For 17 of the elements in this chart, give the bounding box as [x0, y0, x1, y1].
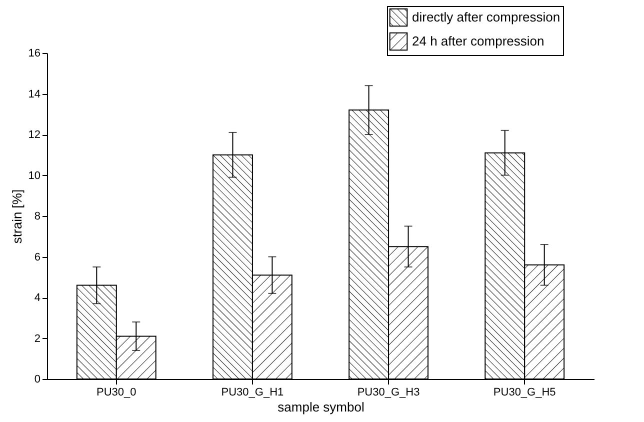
- x-tick-label: PU30_G_H1: [221, 386, 284, 398]
- legend-label: 24 h after compression: [412, 34, 544, 48]
- legend-label: directly after compression: [412, 10, 560, 24]
- y-tick-label: 2: [34, 332, 40, 345]
- y-tick-label: 4: [34, 292, 40, 304]
- y-tick-label: 0: [34, 374, 40, 386]
- y-tick-label: 10: [28, 170, 40, 182]
- y-tick-label: 8: [34, 210, 40, 222]
- x-tick-label: PU30_G_H3: [357, 386, 420, 398]
- y-axis-title: strain [%]: [9, 189, 24, 244]
- x-tick-label: PU30_0: [96, 386, 136, 398]
- y-tick-label: 6: [34, 251, 40, 264]
- y-tick-label: 16: [28, 48, 40, 60]
- x-axis-title: sample symbol: [278, 400, 364, 414]
- y-tick-label: 14: [28, 88, 40, 100]
- y-tick-label: 12: [28, 129, 40, 141]
- x-tick-label: PU30_G_H5: [493, 386, 556, 398]
